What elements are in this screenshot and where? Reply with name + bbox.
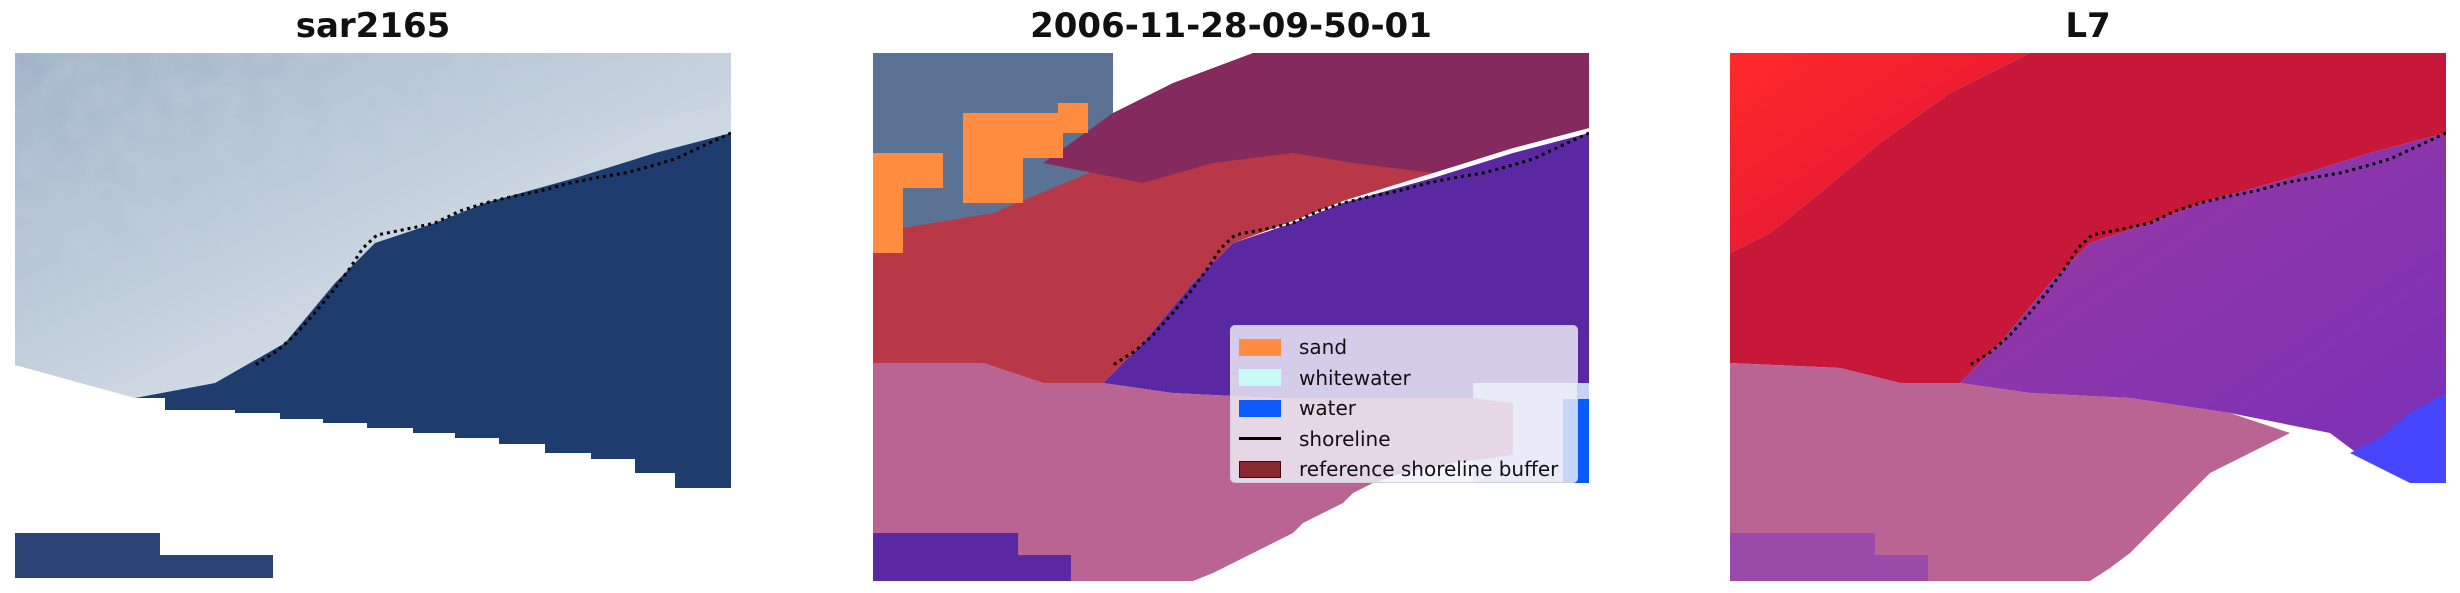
legend-label: whitewater [1299,365,1411,390]
l7-panel [1730,53,2446,581]
rgb-image [15,53,731,578]
shoreline-dotted [254,131,731,367]
panel-title-l7: L7 [2065,6,2111,46]
legend-label: shoreline [1299,426,1391,451]
shoreline-dotted [1969,131,2446,367]
legend-item-whitewater: whitewater [1231,363,1577,394]
legend: sand whitewater water shoreline referenc… [1230,325,1578,483]
legend-swatch-buffer [1239,460,1281,478]
legend-label: sand [1299,335,1348,360]
classification-panel [873,53,1589,581]
legend-swatch-whitewater [1239,369,1281,387]
panel-title-date: 2006-11-28-09-50-01 [1030,6,1432,46]
legend-line-shoreline [1239,437,1281,441]
rgb-image-panel [15,53,731,581]
legend-label: reference shoreline buffer [1299,457,1559,482]
shoreline-dotted [1112,131,1589,367]
legend-item-buffer: reference shoreline buffer [1231,454,1577,485]
l7-image [1730,53,2446,581]
legend-item-water: water [1231,393,1577,424]
panel-title-sar2165: sar2165 [295,6,451,46]
classification-image [873,53,1589,581]
legend-swatch-sand [1239,338,1281,356]
legend-item-shoreline: shoreline [1231,424,1577,455]
legend-item-sand: sand [1231,332,1577,363]
legend-swatch-water [1239,399,1281,417]
legend-label: water [1299,396,1356,421]
